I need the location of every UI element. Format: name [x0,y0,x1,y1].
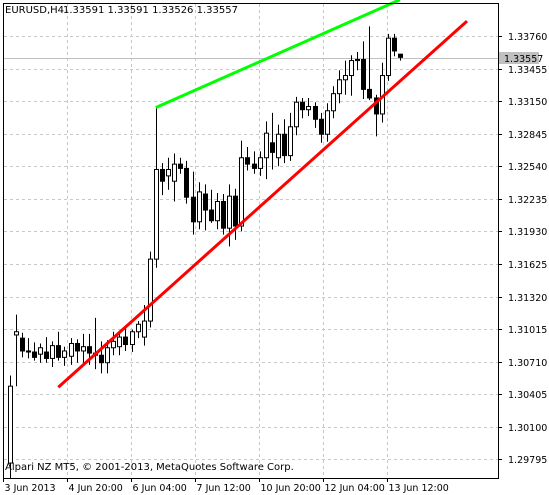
candle-body-bear [44,351,49,359]
candle-body-bear [184,167,189,198]
candle-body-bull [69,342,74,357]
current-price-tag [499,52,539,64]
candle-body-bull [349,60,354,77]
resistance-trendline [155,0,401,109]
candle-body-bull [166,168,171,177]
candle-body-bull [258,157,263,169]
trendlines-group [57,0,469,389]
y-tick-label: 1.30405 [508,390,547,401]
x-tick-label: 3 Jun 2013 [5,483,56,494]
candle-body-bear [392,37,397,52]
y-tick-label: 1.29795 [508,455,547,466]
candle-body-bull [306,105,311,111]
candle-body-bear [99,354,104,364]
candle-body-bear [313,105,318,120]
candle-body-bear [245,157,250,165]
chart-symbol: EURUSD,H4 [5,5,64,16]
candle-body-bull [264,132,269,159]
candle-body-bull [343,75,348,81]
candle-body-bull [148,258,153,322]
candle-body-bear [178,163,183,169]
candle-body-bear [319,118,324,135]
candle-body-bull [130,331,135,346]
candle-body-bull [154,168,159,260]
candle-body-bear [367,88,372,99]
candle-body-bear [398,53,403,58]
candle-body-bull [355,59,360,62]
candle-body-bear [282,133,287,157]
candle-body-bull [386,37,391,77]
y-tick-label: 1.32235 [508,195,547,206]
x-tick-label: 7 Jun 12:00 [197,483,251,494]
x-tick-label: 12 Jun 04:00 [325,483,385,494]
x-tick-label: 4 Jun 20:00 [69,483,123,494]
candle-body-bull [38,347,43,355]
candle-body-bull [136,323,141,333]
support-trendline [57,19,469,389]
candle-body-bear [221,201,226,229]
y-tick-label: 1.30100 [508,423,547,434]
candle-body-bull [325,110,330,135]
candle-body-bull [14,331,19,336]
candle-body-bull [105,347,110,364]
candle-body-bull [62,350,67,358]
y-tick-label: 1.31015 [508,325,547,336]
candle-body-bear [87,346,92,354]
candle-body-bull [81,346,86,352]
chart-ohlc: 1.33591 1.33591 1.33526 1.33557 [63,5,238,16]
candle-body-bear [26,350,31,353]
candle-body-bull [111,340,116,349]
y-tick-label: 1.33760 [508,32,547,43]
y-tick-label: 1.30710 [508,358,547,369]
y-tick-label: 1.31320 [508,293,547,304]
y-tick-label: 1.33455 [508,65,547,76]
x-axis: 3 Jun 2013 4 Jun 20:00 6 Jun 04:00 7 Jun 12… [3,478,449,494]
candle-body-bull [50,345,55,359]
candle-body-bear [270,142,275,153]
candle-body-bear [300,101,305,111]
candle-body-bull [239,157,244,227]
candle-body-bear [191,196,196,223]
y-tick-label: 1.31625 [508,260,547,271]
candle-body-bull [142,320,147,338]
candles-group [8,26,403,478]
candle-body-bull [288,126,293,157]
x-tick-label: 13 Jun 12:00 [389,483,449,494]
candle-body-bull [227,195,232,229]
candle-body-bull [8,385,13,464]
y-axis: 1.33760 1.33455 1.33150 1.32845 1.32540 1.322… [498,32,547,466]
candle-body-bear [56,345,61,358]
candle-body-bear [32,351,37,358]
candle-body-bear [233,195,238,227]
candle-body-bear [252,163,257,169]
candle-body-bull [197,191,202,223]
y-tick-label: 1.32540 [508,162,547,173]
candle-body-bear [361,59,366,90]
chart-copyright: Alpari NZ MT5, © 2001-2013, MetaQuotes S… [5,462,294,473]
candle-body-bear [75,342,80,352]
candle-body-bear [209,209,214,222]
x-tick-label: 6 Jun 04:00 [133,483,187,494]
candle-body-bear [20,337,25,352]
y-tick-label: 1.32845 [508,130,547,141]
candle-body-bull [331,93,336,112]
current-price-label: 1.33557 [504,54,543,65]
candle-body-bear [203,193,208,211]
candle-body-bear [160,168,165,182]
candle-body-bull [117,336,122,348]
candle-body-bear [123,336,128,346]
candle-body-bull [215,201,220,222]
chart-frame [3,3,499,479]
chart-grid [4,4,498,478]
candle-body-bull [172,163,177,182]
candle-body-bull [276,133,281,159]
y-tick-label: 1.33150 [508,97,547,108]
candle-body-bull [294,101,299,128]
x-tick-label: 10 Jun 20:00 [261,483,321,494]
y-tick-label: 1.31930 [508,227,547,238]
candle-body-bull [337,79,342,95]
